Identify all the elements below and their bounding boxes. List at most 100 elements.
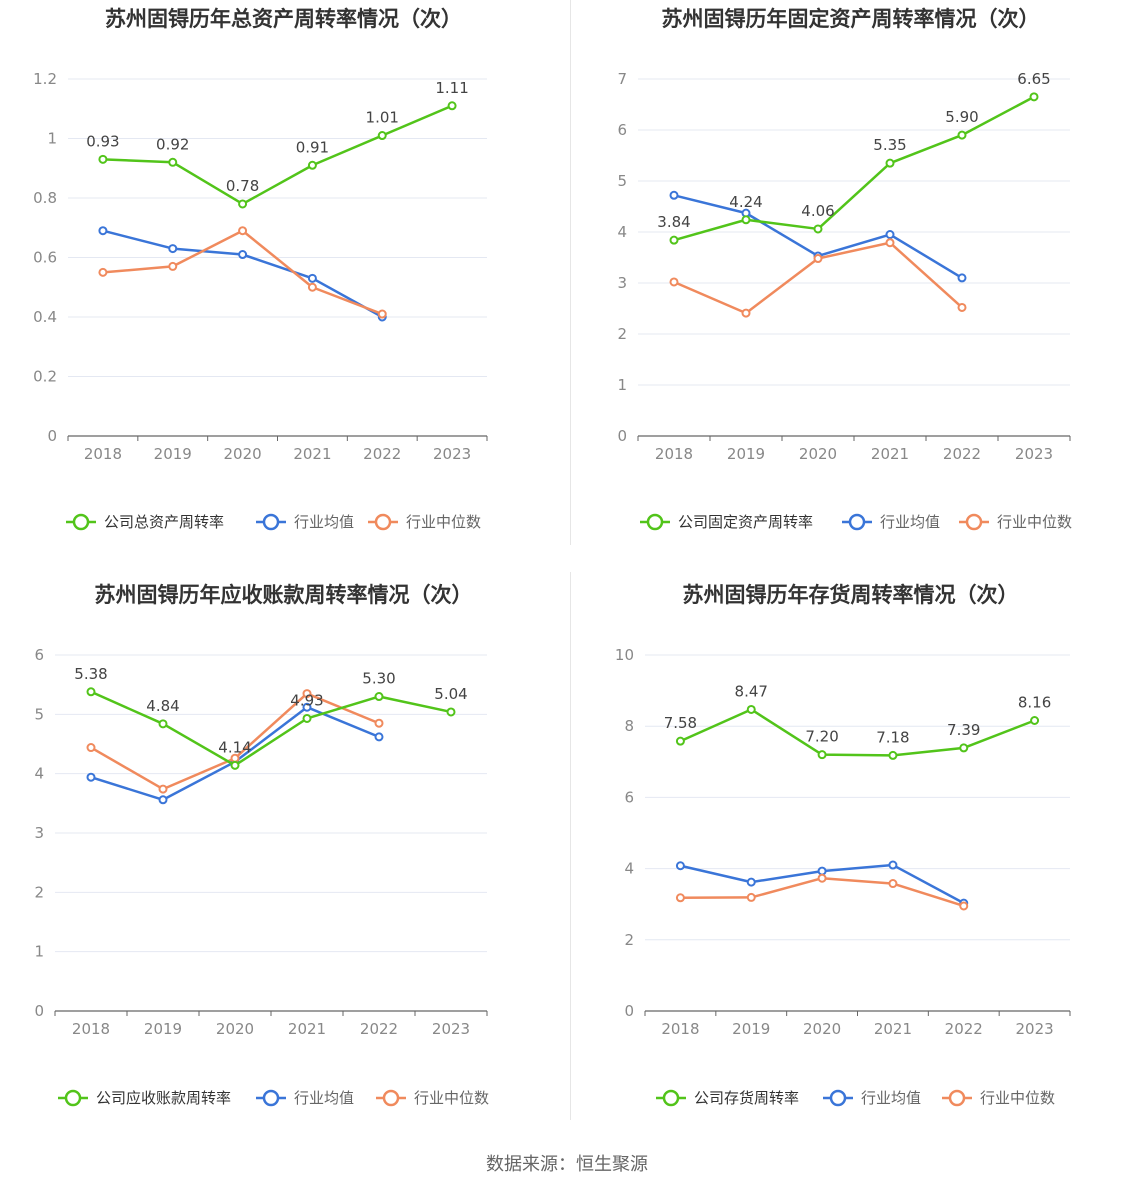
data-point-avg[interactable]: [168, 244, 178, 254]
legend-marker-icon: [374, 513, 392, 531]
data-point-company[interactable]: [817, 750, 827, 760]
data-point-avg[interactable]: [669, 190, 679, 200]
legend-item-median[interactable]: 行业中位数: [368, 513, 481, 531]
series-line-company: [102, 104, 453, 206]
y-tick-label: 5: [617, 172, 627, 190]
data-point-median[interactable]: [377, 309, 387, 319]
legend-marker-icon: [64, 1089, 82, 1107]
data-label: 3.84: [657, 213, 690, 231]
data-point-company[interactable]: [374, 692, 384, 702]
data-point-median[interactable]: [741, 308, 751, 318]
data-point-company[interactable]: [1029, 92, 1039, 102]
data-point-company[interactable]: [669, 235, 679, 245]
data-point-company[interactable]: [888, 750, 898, 760]
legend-label: 公司存货周转率: [694, 1089, 799, 1107]
series-line-company: [679, 708, 1036, 757]
legend-label: 公司总资产周转率: [104, 513, 224, 531]
data-point-avg[interactable]: [957, 273, 967, 283]
y-tick-label: 0: [34, 1002, 44, 1020]
data-point-avg[interactable]: [885, 230, 895, 240]
x-tick-label: 2018: [661, 1020, 699, 1038]
data-point-company[interactable]: [957, 130, 967, 140]
legend-item-company[interactable]: 公司固定资产周转率: [640, 513, 813, 531]
data-point-avg[interactable]: [158, 795, 168, 805]
data-point-avg[interactable]: [238, 250, 248, 260]
data-point-median[interactable]: [238, 226, 248, 236]
y-tick-label: 6: [617, 121, 627, 139]
y-tick-label: 2: [624, 931, 634, 949]
y-tick-label: 0: [617, 427, 627, 445]
chart-svg: 苏州固锝历年存货周转率情况（次） 0 2 4 6 8 10 2018 2019 2020 2021 2…: [615, 583, 1071, 1107]
data-point-company[interactable]: [230, 760, 240, 770]
data-point-median[interactable]: [888, 879, 898, 889]
y-tick-label: 7: [617, 70, 627, 88]
data-point-company[interactable]: [741, 215, 751, 225]
data-point-median[interactable]: [168, 261, 178, 271]
data-point-median[interactable]: [957, 302, 967, 312]
legend-item-median[interactable]: 行业中位数: [376, 1089, 489, 1107]
data-point-median[interactable]: [675, 893, 685, 903]
data-point-company[interactable]: [446, 707, 456, 717]
data-point-median[interactable]: [959, 901, 969, 911]
legend-item-avg[interactable]: 行业均值: [256, 513, 354, 531]
data-point-company[interactable]: [746, 704, 756, 714]
legend-label: 行业均值: [880, 513, 940, 531]
data-point-median[interactable]: [307, 282, 317, 292]
legend-item-median[interactable]: 行业中位数: [959, 513, 1072, 531]
data-point-avg[interactable]: [675, 861, 685, 871]
data-point-avg[interactable]: [98, 226, 108, 236]
x-tick-label: 2023: [432, 1020, 470, 1038]
series-line-company: [673, 95, 1035, 242]
data-point-median[interactable]: [98, 267, 108, 277]
data-point-company[interactable]: [377, 131, 387, 141]
data-point-median[interactable]: [813, 254, 823, 264]
data-point-avg[interactable]: [888, 860, 898, 870]
legend-label: 公司应收账款周转率: [96, 1089, 231, 1107]
data-label: 5.35: [873, 136, 906, 154]
legend-item-avg[interactable]: 行业均值: [823, 1089, 921, 1107]
legend-item-median[interactable]: 行业中位数: [942, 1089, 1055, 1107]
legend-item-avg[interactable]: 行业均值: [842, 513, 940, 531]
data-point-median[interactable]: [817, 873, 827, 883]
data-point-company[interactable]: [238, 199, 248, 209]
data-point-avg[interactable]: [302, 702, 312, 712]
data-point-company[interactable]: [168, 157, 178, 167]
legend-item-avg[interactable]: 行业均值: [256, 1089, 354, 1107]
data-point-avg[interactable]: [817, 866, 827, 876]
data-point-avg[interactable]: [86, 772, 96, 782]
data-point-median[interactable]: [302, 689, 312, 699]
panel-divider-bottom: [570, 572, 571, 1120]
data-point-avg[interactable]: [746, 877, 756, 887]
data-label: 6.65: [1017, 70, 1050, 88]
data-point-company[interactable]: [302, 713, 312, 723]
x-tick-label: 2021: [871, 445, 909, 463]
data-point-median[interactable]: [746, 892, 756, 902]
data-point-avg[interactable]: [374, 732, 384, 742]
data-point-avg[interactable]: [307, 273, 317, 283]
legend-item-company[interactable]: 公司存货周转率: [656, 1089, 799, 1107]
legend-label: 公司固定资产周转率: [678, 513, 813, 531]
x-tick-label: 2018: [84, 445, 122, 463]
data-point-company[interactable]: [1030, 716, 1040, 726]
data-point-company[interactable]: [307, 160, 317, 170]
y-tick-label: 0.4: [33, 308, 57, 326]
data-point-company[interactable]: [86, 687, 96, 697]
data-label: 4.84: [146, 697, 179, 715]
data-point-company[interactable]: [813, 224, 823, 234]
data-point-median[interactable]: [86, 743, 96, 753]
data-point-median[interactable]: [158, 784, 168, 794]
data-point-company[interactable]: [675, 736, 685, 746]
data-point-median[interactable]: [885, 238, 895, 248]
legend-item-company[interactable]: 公司应收账款周转率: [58, 1089, 231, 1107]
data-point-company[interactable]: [959, 743, 969, 753]
data-point-median[interactable]: [374, 718, 384, 728]
data-point-company[interactable]: [885, 158, 895, 168]
legend-item-company[interactable]: 公司总资产周转率: [66, 513, 224, 531]
data-point-company[interactable]: [158, 719, 168, 729]
data-point-median[interactable]: [669, 277, 679, 287]
data-point-company[interactable]: [447, 101, 457, 111]
data-point-company[interactable]: [98, 154, 108, 164]
chart-title: 苏州固锝历年存货周转率情况（次）: [683, 583, 1019, 607]
fixed-asset-turnover-chart: 苏州固锝历年固定资产周转率情况（次） 0 1 2 3 4 5 6 7 2018 2019 2020 20…: [567, 0, 1134, 576]
chart-title: 苏州固锝历年应收账款周转率情况（次）: [95, 583, 473, 607]
